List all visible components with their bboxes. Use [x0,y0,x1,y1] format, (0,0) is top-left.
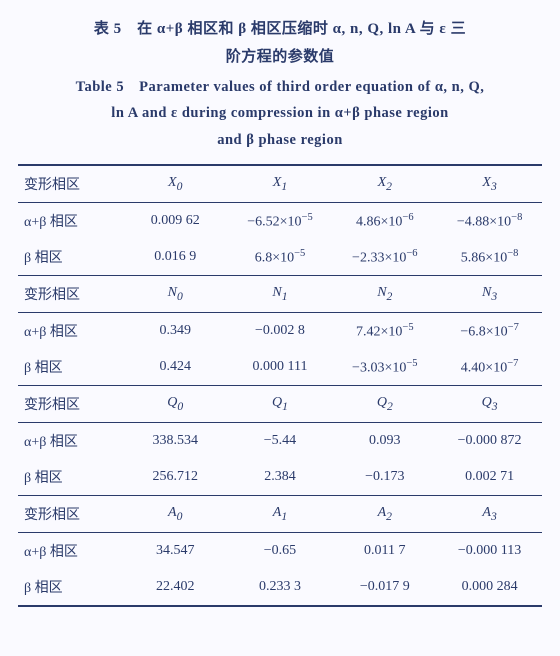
row-label-alpha-beta: α+β 相区 [18,312,123,349]
block-header-row: 变形相区N0N1N2N3 [18,275,542,312]
cell-value: −0.173 [332,459,437,496]
table-row: α+β 相区0.009 62−6.52×10−54.86×10−6−4.88×1… [18,202,542,239]
cell-value: 0.011 7 [332,532,437,569]
cell-value: −4.88×10−8 [437,202,542,239]
cell-value: 0.000 111 [228,349,333,386]
caption-cn-line1: 表 5 在 α+β 相区和 β 相区压缩时 α, n, Q, ln A 与 ε … [18,16,542,44]
cell-value: 4.86×10−6 [332,202,437,239]
cell-value: −0.017 9 [332,569,437,606]
col-header: N2 [332,275,437,312]
row-label-beta: β 相区 [18,569,123,606]
cell-value: −3.03×10−5 [332,349,437,386]
col-header: Q1 [228,385,333,422]
caption-cn: 表 5 在 α+β 相区和 β 相区压缩时 α, n, Q, ln A 与 ε … [18,16,542,72]
table-row: β 相区0.4240.000 111−3.03×10−54.40×10−7 [18,349,542,386]
block-header-row: 变形相区X0X1X2X3 [18,165,542,203]
cell-value: −6.8×10−7 [437,312,542,349]
col-header: A3 [437,495,542,532]
cell-value: 0.009 62 [123,202,228,239]
table-row: α+β 相区338.534−5.440.093−0.000 872 [18,422,542,459]
cell-value: 4.40×10−7 [437,349,542,386]
param-table: 变形相区X0X1X2X3α+β 相区0.009 62−6.52×10−54.86… [18,164,542,607]
col-header: Q0 [123,385,228,422]
col-header: N0 [123,275,228,312]
caption-en: Table 5 Parameter values of third order … [18,74,542,154]
col-header: X3 [437,165,542,203]
row-label-header: 变形相区 [18,165,123,203]
cell-value: 256.712 [123,459,228,496]
cell-value: 6.8×10−5 [228,239,333,276]
cell-value: 0.016 9 [123,239,228,276]
block-header-row: 变形相区Q0Q1Q2Q3 [18,385,542,422]
row-label-alpha-beta: α+β 相区 [18,202,123,239]
cell-value: −0.65 [228,532,333,569]
col-header: Q2 [332,385,437,422]
cell-value: 0.002 71 [437,459,542,496]
col-header: A1 [228,495,333,532]
cell-value: 7.42×10−5 [332,312,437,349]
col-header: N3 [437,275,542,312]
row-label-header: 变形相区 [18,275,123,312]
cell-value: −0.000 872 [437,422,542,459]
col-header: A2 [332,495,437,532]
cell-value: 0.233 3 [228,569,333,606]
row-label-beta: β 相区 [18,349,123,386]
col-header: X1 [228,165,333,203]
cell-value: 0.349 [123,312,228,349]
cell-value: 2.384 [228,459,333,496]
cell-value: −5.44 [228,422,333,459]
cell-value: −2.33×10−6 [332,239,437,276]
col-header: X2 [332,165,437,203]
col-header: X0 [123,165,228,203]
cell-value: 0.000 284 [437,569,542,606]
cell-value: 0.093 [332,422,437,459]
col-header: Q3 [437,385,542,422]
col-header: N1 [228,275,333,312]
row-label-alpha-beta: α+β 相区 [18,422,123,459]
caption-en-line1: Table 5 Parameter values of third order … [18,74,542,101]
row-label-header: 变形相区 [18,385,123,422]
table-row: β 相区0.016 96.8×10−5−2.33×10−65.86×10−8 [18,239,542,276]
table-row: α+β 相区34.547−0.650.011 7−0.000 113 [18,532,542,569]
row-label-beta: β 相区 [18,239,123,276]
table-row: β 相区256.7122.384−0.1730.002 71 [18,459,542,496]
cell-value: 34.547 [123,532,228,569]
block-header-row: 变形相区A0A1A2A3 [18,495,542,532]
caption-en-line2: ln A and ε during compression in α+β pha… [18,100,542,127]
row-label-alpha-beta: α+β 相区 [18,532,123,569]
cell-value: 22.402 [123,569,228,606]
caption-cn-line2: 阶方程的参数值 [18,44,542,72]
table-row: β 相区22.4020.233 3−0.017 90.000 284 [18,569,542,606]
cell-value: 5.86×10−8 [437,239,542,276]
row-label-beta: β 相区 [18,459,123,496]
cell-value: −0.002 8 [228,312,333,349]
caption-en-line3: and β phase region [18,127,542,154]
table-row: α+β 相区0.349−0.002 87.42×10−5−6.8×10−7 [18,312,542,349]
page: 表 5 在 α+β 相区和 β 相区压缩时 α, n, Q, ln A 与 ε … [0,0,560,627]
row-label-header: 变形相区 [18,495,123,532]
cell-value: 0.424 [123,349,228,386]
col-header: A0 [123,495,228,532]
cell-value: −6.52×10−5 [228,202,333,239]
cell-value: 338.534 [123,422,228,459]
cell-value: −0.000 113 [437,532,542,569]
